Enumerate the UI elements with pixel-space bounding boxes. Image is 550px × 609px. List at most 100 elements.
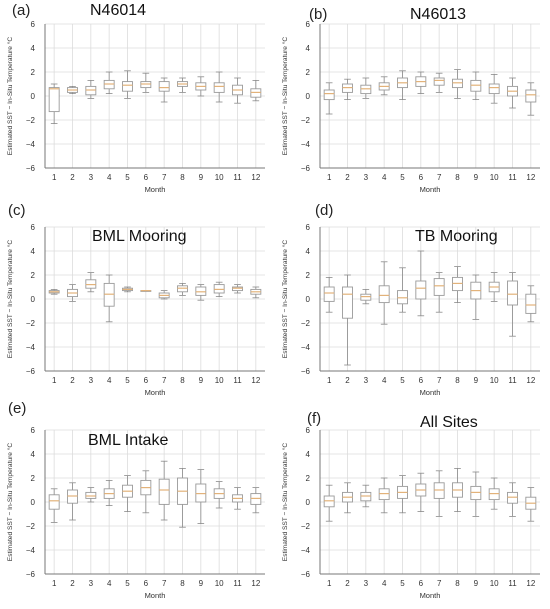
y-tick-label: 4 <box>306 247 311 256</box>
x-tick-label: 9 <box>474 579 479 588</box>
x-axis-title: Month <box>420 591 441 600</box>
x-tick-label: 10 <box>215 579 224 588</box>
box-iqr <box>397 290 408 305</box>
x-tick-label: 6 <box>419 579 424 588</box>
box-month-9 <box>470 274 482 320</box>
y-tick-label: −2 <box>26 116 36 125</box>
y-tick-label: −2 <box>26 319 36 328</box>
box-iqr <box>342 286 353 319</box>
box-month-8 <box>452 69 463 99</box>
box-iqr <box>360 293 372 301</box>
box-month-8 <box>452 468 463 512</box>
x-tick-label: 12 <box>251 173 260 182</box>
box-month-2 <box>67 86 78 94</box>
box-month-4 <box>378 477 390 514</box>
x-tick-label: 9 <box>199 376 204 385</box>
x-tick-label: 11 <box>233 173 242 182</box>
y-tick-label: 2 <box>31 271 36 280</box>
y-tick-label: −4 <box>301 546 311 555</box>
x-tick-label: 8 <box>180 376 185 385</box>
chart-panel: 6 4 2 0 −2 −4 −6 1 2 3 4 5 6 7 8 9 10 11 12 Month Estimated … <box>0 203 275 406</box>
box-month-3 <box>85 487 97 503</box>
box-iqr <box>232 286 243 292</box>
x-tick-label: 5 <box>125 376 130 385</box>
box-month-6 <box>140 289 152 292</box>
box-iqr <box>85 491 97 499</box>
x-tick-label: 1 <box>327 579 332 588</box>
x-tick-label: 9 <box>199 579 204 588</box>
box-iqr <box>103 282 115 307</box>
box-month-7 <box>158 290 170 300</box>
x-tick-label: 4 <box>107 376 112 385</box>
box-month-2 <box>342 78 353 100</box>
box-month-7 <box>433 72 445 93</box>
x-tick-label: 10 <box>215 376 224 385</box>
chart-panel: 6 4 2 0 −2 −4 −6 1 2 3 4 5 6 7 8 9 10 11 12 Month Estimated … <box>275 406 550 609</box>
x-tick-label: 8 <box>455 376 460 385</box>
box-month-7 <box>158 77 170 103</box>
chart-title: All Sites <box>420 414 478 431</box>
box-month-6 <box>415 472 427 512</box>
x-tick-label: 10 <box>215 173 224 182</box>
box-month-3 <box>360 484 372 508</box>
x-axis-title: Month <box>420 388 441 397</box>
box-month-10 <box>213 481 225 509</box>
x-tick-label: 1 <box>327 173 332 182</box>
x-tick-label: 9 <box>199 173 204 182</box>
box-month-1 <box>48 289 60 295</box>
y-tick-label: −4 <box>26 140 36 149</box>
y-tick-label: −6 <box>26 570 36 579</box>
box-month-7 <box>158 460 170 521</box>
chart-title: N46013 <box>410 6 467 23</box>
box-iqr <box>525 89 537 103</box>
box-iqr <box>525 293 537 314</box>
x-tick-label: 6 <box>144 579 149 588</box>
box-month-9 <box>470 71 482 100</box>
box-month-1 <box>323 484 335 522</box>
box-month-10 <box>488 272 500 302</box>
x-tick-label: 7 <box>437 579 442 588</box>
y-tick-label: −4 <box>301 140 311 149</box>
box-month-10 <box>213 71 225 103</box>
y-tick-label: 2 <box>31 474 36 483</box>
box-month-11 <box>507 482 518 517</box>
x-tick-label: 7 <box>437 173 442 182</box>
box-iqr <box>507 491 518 504</box>
y-tick-label: 0 <box>31 295 36 304</box>
x-tick-label: 3 <box>89 376 94 385</box>
y-tick-label: −2 <box>301 319 311 328</box>
x-axis-title: Month <box>145 185 166 194</box>
box-month-8 <box>177 283 188 296</box>
y-tick-label: −6 <box>301 570 311 579</box>
x-tick-label: 5 <box>125 579 130 588</box>
box-month-2 <box>342 482 353 514</box>
box-month-1 <box>323 82 335 115</box>
box-month-6 <box>140 470 152 514</box>
box-month-9 <box>470 471 482 517</box>
box-month-9 <box>195 469 207 524</box>
box-month-8 <box>177 77 188 93</box>
x-tick-label: 10 <box>490 376 499 385</box>
box-iqr <box>48 494 60 510</box>
box-iqr <box>488 488 500 501</box>
box-iqr <box>213 284 225 294</box>
x-tick-label: 4 <box>382 173 387 182</box>
x-tick-label: 3 <box>364 376 369 385</box>
y-tick-label: −4 <box>26 546 36 555</box>
box-month-10 <box>213 281 225 297</box>
panel-label: (b) <box>309 6 328 23</box>
panel-label: (c) <box>8 202 26 219</box>
box-month-10 <box>488 74 500 104</box>
box-month-8 <box>452 266 463 303</box>
y-tick-label: 4 <box>31 247 36 256</box>
x-axis-title: Month <box>145 388 166 397</box>
x-tick-label: 12 <box>526 173 535 182</box>
box-month-9 <box>195 76 207 97</box>
box-month-7 <box>433 272 445 313</box>
box-month-12 <box>250 487 262 514</box>
box-iqr <box>470 79 482 92</box>
x-tick-label: 3 <box>364 173 369 182</box>
x-tick-label: 10 <box>490 579 499 588</box>
x-tick-label: 1 <box>52 376 57 385</box>
